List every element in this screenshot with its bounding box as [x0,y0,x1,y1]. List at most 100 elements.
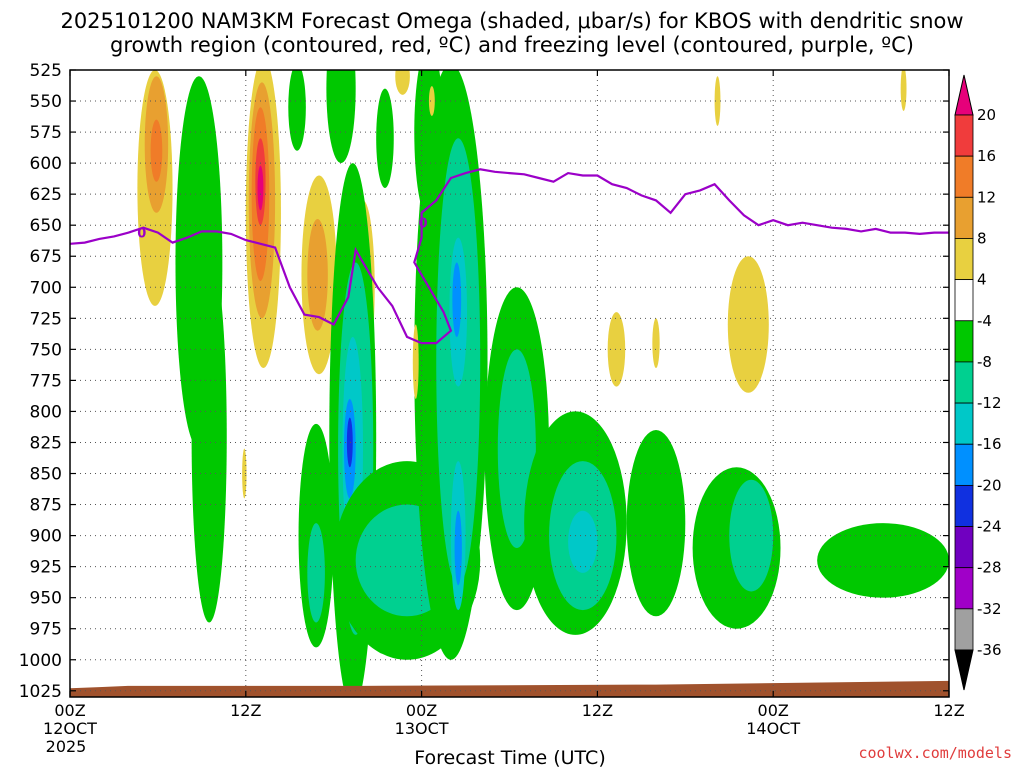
omega-blob-pos12 [150,119,163,182]
y-tick-label: 750 [30,340,62,360]
x-axis-title: Forecast Time (UTC) [414,747,605,768]
colorbar-label: -16 [977,435,1002,453]
y-tick-label: 975 [30,620,62,640]
x-tick-date-label: 13OCT [395,719,449,738]
x-tick-label: 00Z [758,701,789,720]
colorbar-segment [954,320,974,363]
credit-text: coolwx.com/models [858,744,1012,762]
colorbar-top-triangle [954,74,974,116]
omega-blob-neg4 [414,70,444,219]
y-tick-label: 650 [30,216,62,236]
colorbar-label: -20 [977,476,1002,494]
chart-title-line1: 2025101200 NAM3KM Forecast Omega (shaded… [60,9,963,33]
omega-blob-pos4 [727,256,769,393]
colorbar-segment [954,279,974,322]
terrain-fill [70,680,949,697]
omega-blob-pos4 [428,86,435,116]
colorbar-segment [954,608,974,651]
colorbar-segment [954,361,974,404]
omega-blob-pos8 [307,218,328,331]
freezing-level-contour: 00 [70,168,949,345]
colorbar-bottom-triangle [954,649,974,691]
y-tick-label: 900 [30,527,62,547]
freezing-level-label: 0 [419,217,428,232]
colorbar-segment [954,526,974,569]
omega-blob-pos4 [412,324,419,400]
colorbar-label: -24 [977,518,1002,536]
y-tick-label: 575 [30,123,62,143]
colorbar-label: 4 [977,271,987,289]
y-tick-label: 600 [30,154,62,174]
omega-blob-neg8 [729,479,774,592]
x-tick-label: 12Z [582,701,613,720]
freezing-level-line [70,168,949,345]
omega-blob-neg4 [376,88,394,188]
colorbar-label: -8 [977,353,992,371]
y-axis-ticks: 525 550 575 600 625 650 675 700 725 750 775 800 825 8… [19,61,949,702]
omega-blob-pos20 [257,165,264,211]
colorbar-label: -32 [977,600,1002,618]
y-tick-label: 950 [30,589,62,609]
omega-blob-neg20 [346,417,353,468]
omega-blob-neg8 [307,523,325,623]
x-tick-label: 00Z [54,701,85,720]
colorbar-label: 12 [977,188,996,206]
omega-blob-neg4 [191,250,227,623]
colorbar-label: 20 [977,106,996,124]
colorbar-label: -12 [977,394,1002,412]
y-tick-label: 825 [30,433,62,453]
y-tick-label: 525 [30,61,62,81]
freezing-level-label: 0 [137,227,146,242]
omega-shading [137,70,949,697]
x-tick-date-label: 14OCT [746,719,800,738]
omega-blob-neg4 [288,70,306,151]
omega-blob-neg4 [817,523,949,598]
x-tick-label: 12Z [230,701,261,720]
colorbar: 20 16 12 8 4 -4 -8 -12 -16 -20 -24 -28 -32 -36 [954,74,1002,691]
x-tick-label: 00Z [406,701,437,720]
y-tick-label: 700 [30,278,62,298]
omega-blob-neg4 [626,430,686,617]
y-tick-label: 625 [30,185,62,205]
y-tick-label: 675 [30,247,62,267]
colorbar-segment [954,402,974,445]
colorbar-segment [954,238,974,281]
colorbar-label: -36 [977,641,1002,659]
colorbar-segment [954,567,974,610]
terrain-surface [70,680,949,697]
y-tick-label: 550 [30,92,62,112]
omega-blob-pos4 [652,318,660,368]
chart-title-line2: growth region (contoured, red, ºC) and f… [110,33,914,57]
colorbar-segment [954,155,974,198]
colorbar-label: -28 [977,559,1002,577]
plot-frame [69,69,950,698]
colorbar-label: 16 [977,147,996,165]
omega-blob-neg4 [326,70,356,164]
y-tick-label: 925 [30,558,62,578]
x-tick-label: 12Z [933,701,964,720]
colorbar-segment [954,443,974,486]
y-tick-label: 800 [30,402,62,422]
y-tick-label: 1000 [19,651,62,671]
colorbar-label: 8 [977,229,987,247]
omega-blob-pos4 [714,76,721,126]
x-tick-date-label: 12OCT [43,719,97,738]
omega-blob-pos4 [607,312,626,387]
y-tick-label: 1025 [19,682,62,702]
y-tick-label: 875 [30,496,62,516]
colorbar-segment [954,484,974,527]
y-tick-label: 725 [30,309,62,329]
y-tick-label: 775 [30,371,62,391]
omega-blob-pos4 [395,70,410,95]
colorbar-label: -4 [977,312,992,330]
colorbar-segment [954,196,974,239]
colorbar-segment [954,114,974,157]
x-tick-year-label: 2025 [46,737,87,756]
y-tick-label: 850 [30,465,62,485]
omega-blob-neg16 [454,510,462,586]
omega-blob-pos4 [900,70,907,111]
omega-blob-neg12 [568,510,598,573]
omega-blob-neg16 [452,262,462,337]
